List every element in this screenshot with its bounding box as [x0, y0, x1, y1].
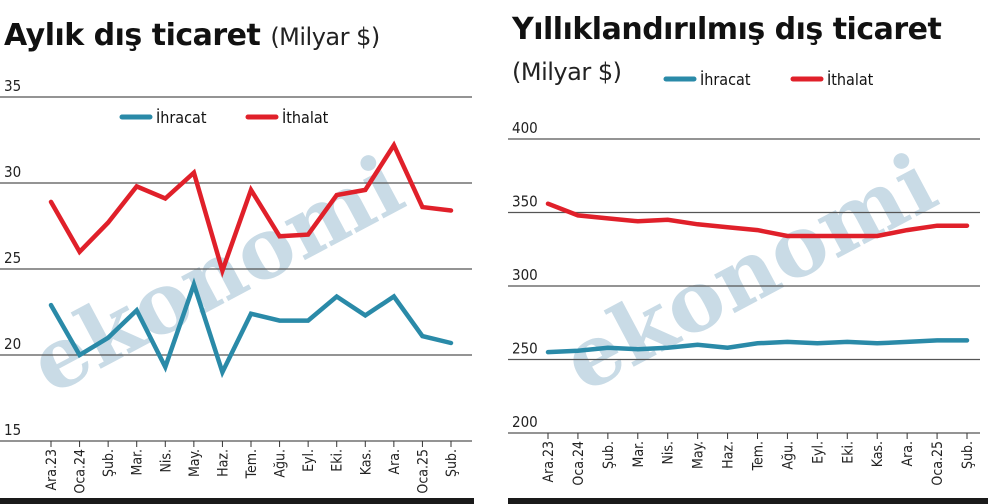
monthly-title-text: Aylık dış ticaret	[4, 18, 261, 53]
legend-import-label: İthalat	[827, 70, 874, 89]
x-tick-label: Şub.	[444, 449, 460, 477]
x-tick-label: Oca.25	[930, 441, 946, 486]
x-tick-label: Şub.	[101, 449, 117, 477]
x-tick-label: May.	[691, 441, 707, 469]
x-tick-label: Nis.	[158, 449, 174, 472]
x-tick-label: Oca.25	[415, 449, 431, 494]
x-tick-label: Ara.23	[44, 449, 60, 491]
y-tick-label: 300	[512, 266, 538, 284]
x-tick-label: Eki.	[840, 441, 856, 464]
y-tick-label: 20	[4, 335, 21, 353]
x-tick-label: Ara.23	[541, 441, 557, 483]
y-tick-label: 250	[512, 340, 538, 358]
x-tick-label: Şub.	[960, 441, 976, 469]
x-tick-label: Oca.24	[73, 449, 89, 494]
x-tick-label: Şub.	[601, 441, 617, 469]
y-tick-label: 15	[4, 421, 21, 439]
x-tick-label: Haz.	[721, 441, 737, 469]
annualized-chart: ekonomi 200 250 300 350 400 Ara.23 Oca.24 Şub. Ma…	[508, 70, 980, 486]
bottom-bar	[508, 498, 988, 504]
x-tick-label: Tem.	[244, 449, 260, 479]
export-series-line	[48, 277, 454, 379]
x-tick-label: Haz.	[215, 449, 231, 477]
x-tick-label: Ara.	[387, 449, 403, 475]
x-tick-label: Kas.	[870, 441, 886, 467]
import-series-line	[545, 201, 970, 239]
x-tick-label: Ara.	[900, 441, 916, 467]
x-tick-label: Ağu.	[273, 449, 289, 478]
monthly-chart-title: Aylık dış ticaret (Milyar $)	[4, 18, 380, 53]
x-tick-label: Oca.24	[571, 441, 587, 486]
y-tick-label: 400	[512, 119, 538, 137]
y-tick-label: 200	[512, 413, 538, 431]
watermark-text: ekonomi	[14, 135, 419, 413]
x-tick-label: Eki.	[330, 449, 346, 472]
bottom-bar	[0, 498, 474, 504]
x-tick-label: Eyl.	[301, 449, 317, 472]
x-tick-label: Kas.	[358, 449, 374, 475]
x-tick-label: Ağu.	[780, 441, 796, 470]
x-tick-label: Tem.	[751, 441, 767, 471]
annualized-unit-text: (Milyar $)	[512, 58, 622, 86]
legend-import-label: İthalat	[282, 108, 329, 127]
monthly-unit-text: (Milyar $)	[270, 23, 380, 51]
export-series-line	[545, 338, 970, 355]
watermark-text: ekonomi	[547, 133, 952, 411]
y-tick-label: 30	[4, 163, 21, 181]
annualized-trade-panel: Yıllıklandırılmış dış ticaret (Milyar $)…	[508, 0, 988, 504]
y-tick-label: 350	[512, 193, 538, 211]
import-series-line	[48, 140, 454, 279]
x-tick-label: May.	[187, 449, 203, 477]
x-tick-label: Nis.	[661, 441, 677, 464]
x-tick-label: Eyl.	[810, 441, 826, 464]
y-tick-label: 35	[4, 77, 21, 95]
annualized-chart-title: Yıllıklandırılmış dış ticaret	[512, 12, 942, 47]
monthly-trade-panel: Aylık dış ticaret (Milyar $) ekonomi 15 20…	[0, 0, 474, 504]
y-tick-label: 25	[4, 249, 21, 267]
x-tick-label: Mar.	[130, 449, 146, 475]
x-tick-label: Mar.	[631, 441, 647, 467]
monthly-chart: ekonomi 15 20 25 30 35 Ara.23 Oca.24 Şub. Mar. Nis…	[0, 77, 472, 494]
legend-export-label: İhracat	[156, 108, 207, 127]
legend-export-label: İhracat	[700, 70, 751, 89]
